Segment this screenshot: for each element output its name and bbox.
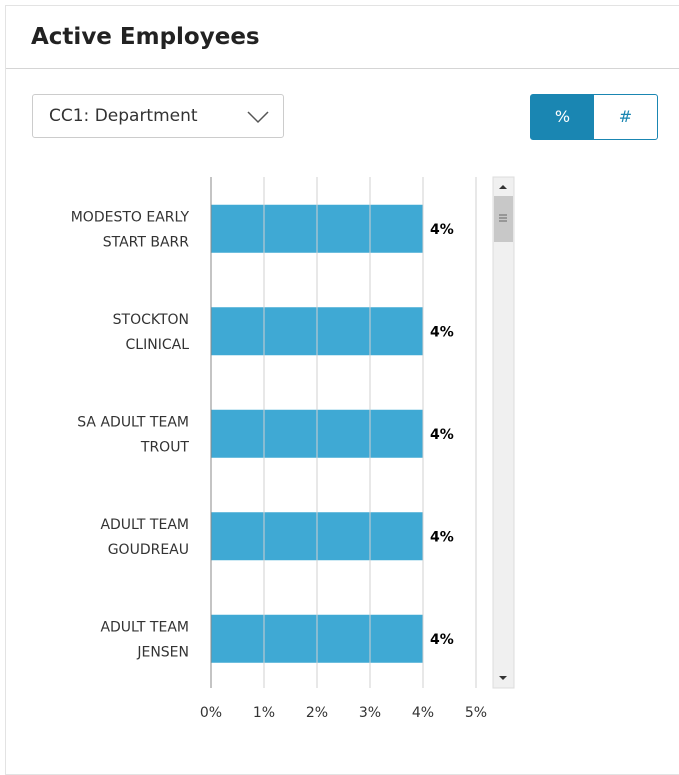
scrollbar[interactable] bbox=[492, 176, 515, 689]
toggle-option[interactable]: % bbox=[531, 95, 594, 139]
x-tick-label: 2% bbox=[306, 705, 328, 721]
scroll-up[interactable] bbox=[499, 185, 507, 189]
y-tick-label: STOCKTON CLINICAL bbox=[113, 312, 190, 353]
card-title: Active Employees bbox=[31, 24, 260, 50]
value-label: 4% bbox=[430, 427, 454, 443]
scroll-thumb[interactable] bbox=[494, 196, 513, 242]
grip bbox=[499, 214, 507, 222]
x-tick-label: 0% bbox=[200, 705, 222, 721]
scroll-down[interactable] bbox=[499, 676, 507, 680]
y-tick-label: ADULT TEAM GOUDREAU bbox=[100, 517, 189, 558]
x-tick-label: 1% bbox=[253, 705, 275, 721]
y-tick-label: SA ADULT TEAM TROUT bbox=[77, 414, 189, 455]
value-label: 4% bbox=[430, 324, 454, 340]
y-tick-label: MODESTO EARLY START BARR bbox=[71, 209, 190, 250]
toggle-option[interactable]: # bbox=[618, 107, 633, 126]
value-label: 4% bbox=[430, 529, 454, 545]
x-tick-label: 5% bbox=[465, 705, 487, 721]
value-label: 4% bbox=[430, 222, 454, 238]
card: Active Employees CC1: Department % # bbox=[5, 5, 679, 775]
value-label: 4% bbox=[430, 632, 454, 648]
x-tick-label: 4% bbox=[412, 705, 434, 721]
divider bbox=[6, 68, 679, 69]
toggle: % # bbox=[530, 94, 658, 140]
dropdown[interactable]: CC1: Department bbox=[32, 94, 284, 138]
x-tick-label: 3% bbox=[359, 705, 381, 721]
dropdown-label: CC1: Department bbox=[49, 106, 198, 126]
chevron bbox=[247, 111, 269, 124]
y-tick-label: ADULT TEAM JENSEN bbox=[100, 619, 189, 660]
